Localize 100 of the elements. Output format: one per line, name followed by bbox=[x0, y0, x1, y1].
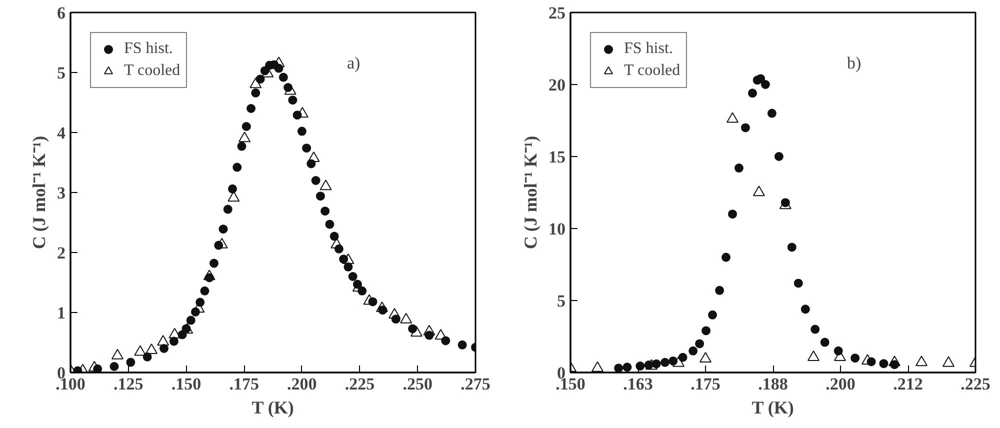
x-tick-label: .200 bbox=[826, 374, 856, 394]
y-tick-label: 1 bbox=[57, 304, 66, 322]
point bbox=[344, 262, 353, 272]
point bbox=[218, 224, 228, 234]
point bbox=[126, 358, 136, 367]
point bbox=[734, 164, 744, 173]
point bbox=[302, 144, 312, 153]
point bbox=[242, 122, 251, 131]
point bbox=[320, 180, 332, 190]
point bbox=[850, 354, 860, 363]
y-tick-label: 5 bbox=[557, 292, 566, 310]
y-tick-label: 4 bbox=[57, 124, 66, 142]
point bbox=[614, 364, 624, 372]
point bbox=[169, 336, 178, 346]
point bbox=[232, 162, 242, 172]
point bbox=[388, 308, 400, 319]
x-axis-title: T (K) bbox=[252, 398, 294, 418]
x-axis-title: T (K) bbox=[752, 398, 794, 418]
point bbox=[159, 344, 168, 353]
point bbox=[410, 326, 422, 337]
point bbox=[678, 352, 688, 362]
legend-label: T cooled bbox=[124, 62, 180, 80]
legend-label: FS hist. bbox=[624, 40, 673, 58]
point bbox=[916, 356, 928, 366]
x-tick-label: .188 bbox=[758, 374, 788, 394]
point bbox=[702, 326, 711, 336]
point bbox=[111, 348, 124, 360]
y-tick-label: 3 bbox=[57, 184, 66, 202]
x-tick-label: .212 bbox=[893, 374, 923, 394]
point bbox=[820, 338, 830, 347]
x-tick-label: .200 bbox=[287, 374, 317, 394]
point bbox=[700, 352, 712, 362]
point bbox=[146, 343, 158, 354]
point bbox=[288, 96, 298, 105]
point bbox=[794, 278, 803, 288]
point bbox=[767, 108, 776, 118]
y-axis-title: C (J mol⁻¹ K⁻¹) bbox=[29, 136, 49, 250]
point bbox=[636, 362, 645, 371]
point bbox=[330, 238, 343, 248]
point bbox=[622, 362, 632, 372]
point bbox=[228, 184, 237, 194]
point bbox=[251, 88, 260, 98]
point bbox=[228, 191, 240, 202]
point bbox=[316, 192, 325, 201]
point bbox=[688, 346, 698, 356]
x-tick-label: .250 bbox=[402, 374, 433, 394]
point bbox=[237, 142, 246, 151]
y-tick-label: 15 bbox=[548, 148, 566, 166]
point bbox=[888, 356, 900, 366]
point bbox=[879, 359, 888, 368]
point bbox=[203, 270, 216, 280]
point bbox=[592, 361, 604, 372]
point bbox=[311, 176, 320, 185]
point bbox=[722, 252, 731, 262]
y-tick-label: 20 bbox=[548, 76, 566, 94]
x-tick-label: .225 bbox=[344, 374, 375, 394]
point bbox=[695, 339, 704, 348]
x-tick-label: .150 bbox=[171, 374, 202, 394]
point bbox=[458, 340, 467, 350]
point bbox=[209, 258, 218, 268]
point bbox=[168, 328, 181, 338]
point bbox=[708, 310, 718, 320]
point bbox=[787, 242, 796, 252]
y-tick-label: 2 bbox=[57, 244, 66, 262]
y-tick-label: 25 bbox=[548, 4, 566, 22]
point bbox=[186, 316, 196, 325]
point bbox=[800, 304, 810, 314]
point bbox=[157, 335, 170, 346]
x-tick-label: .163 bbox=[623, 374, 653, 394]
point bbox=[660, 358, 670, 367]
point bbox=[330, 232, 339, 241]
x-tick-label: .275 bbox=[460, 374, 490, 394]
point bbox=[423, 324, 436, 336]
point bbox=[134, 345, 146, 356]
point bbox=[320, 206, 330, 216]
point bbox=[297, 126, 306, 136]
point bbox=[278, 72, 288, 82]
y-tick-label: 10 bbox=[548, 220, 566, 238]
legend-label: T cooled bbox=[624, 62, 680, 80]
point bbox=[400, 312, 412, 324]
point bbox=[760, 80, 770, 89]
x-tick-label: .225 bbox=[960, 374, 990, 394]
point bbox=[238, 132, 251, 142]
x-tick-label: .125 bbox=[113, 374, 144, 394]
annotation: b) bbox=[847, 54, 862, 72]
x-tick-label: .175 bbox=[690, 374, 720, 394]
annotation: a) bbox=[347, 54, 360, 72]
y-tick-label: 5 bbox=[57, 64, 66, 82]
point bbox=[110, 362, 119, 371]
legend-label: FS hist. bbox=[124, 40, 173, 58]
point bbox=[740, 123, 750, 132]
y-tick-label: 6 bbox=[57, 4, 66, 22]
point bbox=[672, 356, 684, 367]
point bbox=[325, 220, 334, 229]
point bbox=[646, 359, 658, 370]
point bbox=[756, 74, 766, 84]
point bbox=[348, 272, 358, 281]
x-tick-label: .175 bbox=[229, 374, 259, 394]
point bbox=[808, 350, 820, 362]
point bbox=[774, 152, 784, 161]
